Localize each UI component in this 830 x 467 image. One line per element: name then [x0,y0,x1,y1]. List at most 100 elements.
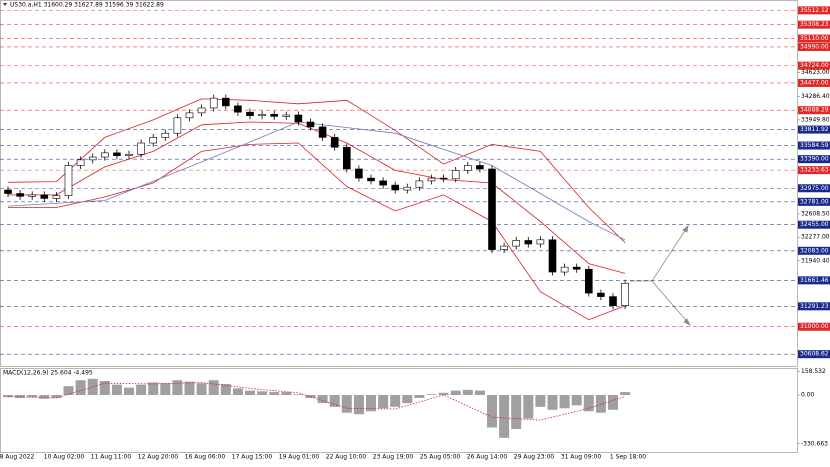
level-label: 33584.59 [800,142,829,149]
x-tick-label: 17 Aug 15:00 [232,454,273,461]
candle-body [476,165,484,170]
macd-bar [99,380,110,396]
projection-line [651,280,691,326]
candle-body [149,137,157,144]
level-label-box [798,155,830,164]
candle-body [88,156,97,161]
macd-bar [535,395,546,407]
macd-bar [293,394,304,396]
candle-body [52,195,61,199]
level-label: 32455.00 [800,221,829,228]
level-label-box [798,302,830,311]
candle-body [451,170,460,180]
macd-bar [3,395,13,398]
macd-bar [196,383,207,396]
level-label-box [798,184,830,193]
x-tick-label: 31 Aug 09:00 [561,454,602,461]
level-label: 31661.46 [800,277,829,284]
macd-bar [450,390,461,396]
x-tick-label: 16 Aug 06:00 [185,454,226,461]
macd-bar [111,384,122,396]
macd-bar [75,380,86,396]
macd-bar [499,395,510,438]
y-tick-label: 31940.40 [801,257,830,264]
macd-y-tick-label: 158.532 [801,368,826,375]
level-label: 35110.00 [800,35,829,42]
level-label-box [798,276,830,285]
candle-body [609,296,617,307]
macd-bar [402,395,413,404]
level-label: 34477.00 [800,79,829,86]
candle-body [391,184,400,191]
level-label-box [798,6,830,15]
macd-bar [341,395,352,413]
candle-body [463,165,472,171]
y-tick-label: 32608.50 [801,210,830,217]
level-label-box [798,78,830,87]
macd-bar [595,395,606,413]
candle-body [330,137,339,148]
macd-bar [220,383,231,396]
y-tick-label: 34286.40 [801,93,830,100]
x-tick-label: 22 Aug 10:00 [326,454,367,461]
level-label-box [798,322,830,331]
level-label-box [798,106,830,115]
x-tick-label: 25 Aug 05:00 [420,454,461,461]
macd-bar [39,395,50,399]
macd-bar [245,390,255,396]
price-panel-frame [0,0,798,367]
y-tick-label: 33949.80 [801,116,830,123]
x-tick-label: 19 Aug 01:00 [279,454,320,461]
candle-body [584,268,593,294]
macd-bar [317,395,328,404]
level-label: 33390.00 [800,156,829,163]
candle-body [572,266,581,270]
level-label: 33233.63 [800,167,829,174]
macd-bar [136,384,147,396]
macd-y-tick-label: 0.00 [801,392,815,399]
candle-body [355,168,363,179]
macd-bar [571,395,582,406]
level-label: 31291.23 [800,303,829,310]
macd-bar [378,395,389,409]
candle-body [379,180,387,186]
macd-y-tick-label: -330.663 [801,440,828,447]
level-label-box [798,42,830,51]
level-label: 31000.00 [800,323,829,330]
level-label-box [798,141,830,150]
macd-panel-frame [0,368,798,453]
level-label-box [798,125,830,134]
candle-body [4,189,12,194]
level-label-box [798,197,830,206]
macd-bar [438,392,449,396]
level-label: 30608.62 [800,351,829,358]
arrow-head [682,225,689,233]
candle-body [76,159,85,166]
candle-body [185,112,194,119]
level-label: 34724.00 [800,62,829,69]
candle-body [597,292,605,297]
x-tick-label: 29 Aug 23:00 [514,454,555,461]
symbol-icon [3,3,7,6]
candle-body [125,153,133,156]
projection-line [651,225,689,282]
candle-body [209,97,218,109]
level-label: 32781.00 [800,198,829,205]
candle-body [427,177,436,182]
macd-bar [474,390,485,396]
candle-body [403,186,412,191]
candle-body [342,146,351,170]
level-label: 34990.00 [800,43,829,50]
y-tick-label: 34623.00 [801,69,830,76]
macd-signal [7,382,626,421]
macd-bar [281,392,292,396]
x-tick-label: 1 Sep 18:00 [610,454,646,461]
candle-body [113,152,121,156]
candle-body [318,126,327,138]
level-label: 32975.00 [800,185,829,192]
level-label: 35308.23 [800,21,829,28]
level-label-box [798,20,830,29]
candle-body [306,121,315,128]
